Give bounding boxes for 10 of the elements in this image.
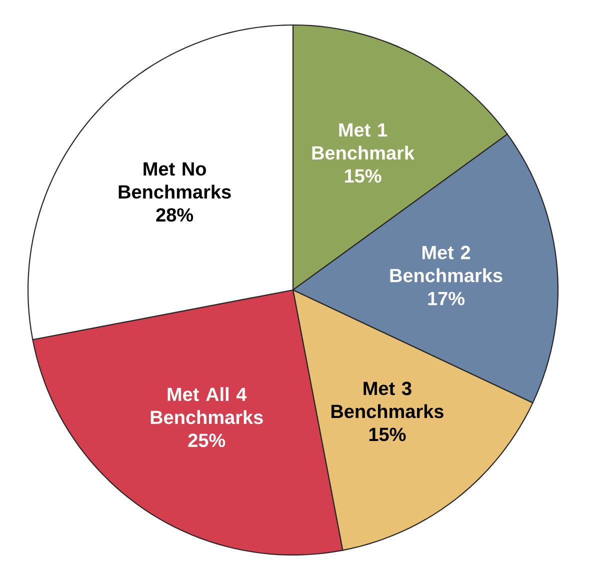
data-label: 25% <box>188 434 226 448</box>
slice-label: Met 3 Benchmarks <box>331 382 444 418</box>
data-label: 17% <box>428 292 465 306</box>
slice-label: Met 1 Benchmark <box>312 123 415 160</box>
slice-label: Met All 4 Benchmarks <box>150 387 263 424</box>
slice-label: Met 2 Benchmarks <box>390 246 502 282</box>
slice-label: Met No Benchmarks <box>118 162 231 199</box>
data-label: 15% <box>369 428 406 442</box>
data-label: 15% <box>344 169 382 183</box>
data-label: 28% <box>156 208 194 222</box>
